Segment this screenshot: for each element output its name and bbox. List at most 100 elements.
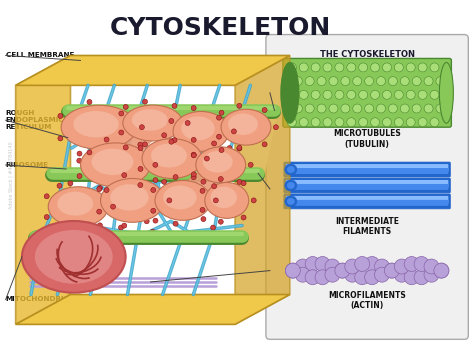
Ellipse shape [383, 118, 392, 127]
Ellipse shape [181, 156, 185, 161]
Ellipse shape [394, 63, 403, 72]
Ellipse shape [305, 256, 320, 272]
Ellipse shape [58, 113, 63, 118]
Ellipse shape [404, 270, 419, 285]
Ellipse shape [219, 110, 224, 115]
Ellipse shape [281, 62, 299, 123]
Ellipse shape [384, 263, 400, 278]
Ellipse shape [210, 225, 216, 230]
Ellipse shape [355, 270, 370, 285]
Ellipse shape [81, 143, 150, 187]
Ellipse shape [151, 208, 156, 213]
Ellipse shape [315, 256, 330, 272]
Ellipse shape [123, 104, 128, 109]
Ellipse shape [345, 267, 360, 282]
Ellipse shape [287, 166, 295, 173]
Ellipse shape [210, 186, 237, 208]
Ellipse shape [204, 125, 209, 130]
Ellipse shape [44, 215, 49, 219]
Ellipse shape [163, 185, 197, 209]
Ellipse shape [439, 62, 453, 123]
Ellipse shape [155, 181, 211, 220]
Ellipse shape [211, 141, 217, 146]
Ellipse shape [35, 230, 113, 284]
Ellipse shape [430, 90, 439, 99]
Ellipse shape [371, 90, 380, 99]
Ellipse shape [311, 118, 320, 127]
Ellipse shape [287, 63, 296, 72]
Ellipse shape [406, 90, 415, 99]
Ellipse shape [237, 146, 242, 151]
Ellipse shape [359, 118, 368, 127]
Polygon shape [16, 55, 71, 325]
Ellipse shape [169, 139, 174, 144]
Ellipse shape [299, 90, 308, 99]
Text: CELL MEMBRANE: CELL MEMBRANE [6, 53, 74, 58]
Ellipse shape [365, 104, 374, 113]
Polygon shape [16, 55, 290, 85]
Ellipse shape [359, 63, 368, 72]
Ellipse shape [430, 118, 439, 127]
Ellipse shape [120, 177, 125, 182]
Ellipse shape [197, 175, 202, 180]
Ellipse shape [211, 184, 217, 189]
Ellipse shape [430, 63, 439, 72]
Ellipse shape [329, 76, 338, 85]
Ellipse shape [231, 129, 237, 134]
Ellipse shape [299, 118, 308, 127]
Ellipse shape [293, 104, 302, 113]
Ellipse shape [237, 103, 242, 108]
Ellipse shape [100, 179, 164, 222]
Ellipse shape [323, 118, 332, 127]
Ellipse shape [311, 90, 320, 99]
Ellipse shape [355, 256, 370, 272]
Polygon shape [17, 56, 289, 325]
Ellipse shape [285, 263, 301, 278]
Ellipse shape [424, 267, 439, 282]
Ellipse shape [205, 182, 249, 218]
Ellipse shape [122, 223, 127, 228]
Ellipse shape [91, 149, 133, 175]
Ellipse shape [150, 229, 155, 234]
Ellipse shape [143, 142, 147, 147]
Ellipse shape [172, 103, 177, 108]
Ellipse shape [162, 133, 167, 138]
Ellipse shape [191, 172, 196, 177]
Ellipse shape [374, 267, 390, 282]
Ellipse shape [173, 175, 178, 180]
Ellipse shape [203, 151, 233, 173]
Polygon shape [235, 55, 290, 325]
Ellipse shape [287, 90, 296, 99]
Ellipse shape [213, 198, 219, 203]
Ellipse shape [144, 219, 149, 224]
Ellipse shape [383, 90, 392, 99]
Ellipse shape [77, 174, 82, 179]
Ellipse shape [251, 198, 256, 203]
Ellipse shape [376, 76, 385, 85]
Ellipse shape [262, 142, 267, 147]
Ellipse shape [237, 180, 242, 184]
Ellipse shape [185, 120, 190, 126]
Ellipse shape [132, 109, 168, 131]
Ellipse shape [221, 109, 271, 145]
Ellipse shape [138, 146, 143, 151]
Ellipse shape [77, 158, 82, 163]
Ellipse shape [196, 147, 246, 183]
Ellipse shape [424, 259, 439, 274]
Ellipse shape [100, 171, 105, 176]
Text: MITOCHONDRION: MITOCHONDRION [6, 297, 76, 302]
Ellipse shape [371, 63, 380, 72]
Ellipse shape [138, 183, 143, 188]
Ellipse shape [181, 116, 215, 140]
Ellipse shape [143, 99, 147, 104]
Ellipse shape [227, 146, 232, 151]
Ellipse shape [138, 166, 143, 171]
Ellipse shape [142, 139, 202, 179]
Ellipse shape [434, 263, 449, 278]
Ellipse shape [167, 198, 172, 203]
Ellipse shape [119, 130, 124, 135]
Ellipse shape [305, 104, 314, 113]
Ellipse shape [241, 215, 246, 220]
Ellipse shape [98, 185, 102, 190]
Ellipse shape [341, 76, 350, 85]
